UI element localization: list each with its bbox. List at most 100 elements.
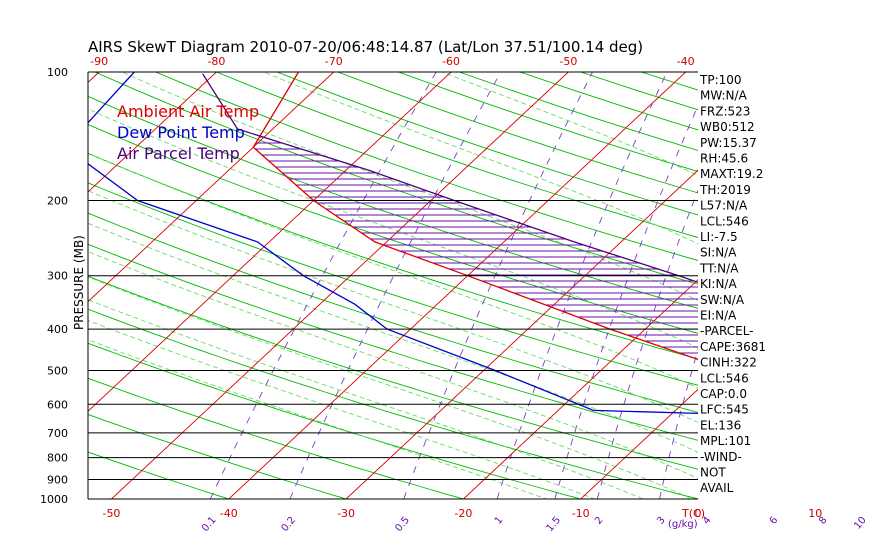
dry-adiabat <box>276 72 698 216</box>
chart-title: AIRS SkewT Diagram 2010-07-20/06:48:14.8… <box>88 38 643 56</box>
moist-adiabat <box>88 339 548 499</box>
info-line: NOT <box>700 466 726 480</box>
legend: Ambient Air Temp Dew Point Temp Air Parcel… <box>117 102 259 163</box>
mixing-ratio-tick-label: 6 <box>768 515 781 527</box>
info-line: TT:N/A <box>699 261 739 275</box>
moist-adiabat <box>88 222 698 453</box>
moist-adiabat <box>88 320 596 499</box>
info-line: EL:136 <box>700 418 741 432</box>
dry-adiabat <box>88 342 583 499</box>
mixing-ratio-line <box>659 348 698 499</box>
dry-adiabat <box>88 152 698 360</box>
legend-item-temp: Ambient Air Temp <box>117 102 259 121</box>
info-line: KI:N/A <box>700 277 737 291</box>
series-parcel-line <box>202 73 698 284</box>
dry-adiabat <box>88 275 698 470</box>
isotherm <box>88 72 217 193</box>
pressure-tick-label: 900 <box>47 473 68 486</box>
info-line: TP:100 <box>699 73 742 87</box>
pressure-tick-label: 400 <box>47 323 68 336</box>
isotherm <box>580 388 698 499</box>
info-line: LI:-7.5 <box>700 230 738 244</box>
dry-adiabat <box>88 377 466 499</box>
info-line: CAP:0.0 <box>700 387 747 401</box>
dry-adiabat <box>337 72 698 194</box>
pressure-tick-label: 600 <box>47 398 68 411</box>
mixing-ratio-line <box>554 104 698 499</box>
mixing-ratio-tick-label: 4 <box>701 515 714 527</box>
bottom-temp-tick-label: -10 <box>572 507 590 520</box>
mixing-ratio-line <box>403 72 593 499</box>
mixing-ratio-line <box>821 72 870 499</box>
bottom-temp-tick-label: -40 <box>220 507 238 520</box>
info-line: MPL:101 <box>700 434 751 448</box>
legend-item-dewpoint: Dew Point Temp <box>117 123 245 142</box>
info-line: SW:N/A <box>700 293 745 307</box>
dry-adiabat <box>88 124 698 334</box>
dry-adiabat <box>88 95 698 309</box>
mixing-ratio-tick-label: 2 <box>593 515 606 527</box>
mixing-ratio-tick-label: 1 <box>493 515 506 527</box>
isotherm <box>345 169 698 499</box>
top-temp-tick-label: -90 <box>90 55 108 68</box>
axis-labels: 1000900800700600500400300200100-120-110-… <box>40 55 869 534</box>
mixing-ratio-line <box>861 72 870 499</box>
mixing-ratio-line <box>772 72 870 499</box>
bottom-temp-tick-label: 0 <box>695 507 702 520</box>
dry-adiabat <box>88 182 698 386</box>
info-line: LCL:546 <box>700 214 749 228</box>
mixing-ratio-line <box>596 189 698 499</box>
dry-adiabat <box>88 243 698 441</box>
isotherm <box>111 72 569 499</box>
info-line: LFC:545 <box>700 403 749 417</box>
dry-adiabat <box>94 72 698 285</box>
mixing-ratio-tick-label: 1.5 <box>544 515 563 534</box>
moist-adiabat <box>88 276 694 499</box>
series-dewpoint-line <box>88 72 698 415</box>
legend-item-parcel: Air Parcel Temp <box>117 144 240 163</box>
mixing-ratio-tick-label: 0.1 <box>200 515 219 534</box>
info-line: MW:N/A <box>700 89 748 103</box>
pressure-tick-label: 100 <box>47 66 68 79</box>
isotherm <box>228 72 686 499</box>
mixing-ratio-tick-label: 10 <box>852 515 869 532</box>
dry-adiabat <box>519 72 698 131</box>
info-line: PW:15.37 <box>700 136 757 150</box>
pressure-tick-label: 800 <box>47 452 68 465</box>
mixing-ratio-line <box>496 72 668 499</box>
info-line: FRZ:523 <box>700 104 750 118</box>
isotherm <box>815 72 870 499</box>
mixing-ratio-line <box>209 72 437 499</box>
mixing-ratio-unit-label: (g/kg) <box>668 519 698 530</box>
moist-adiabat <box>88 152 698 389</box>
info-line: CAPE:3681 <box>700 340 766 354</box>
top-temp-tick-label: -50 <box>559 55 577 68</box>
info-line: MAXT:19.2 <box>700 167 763 181</box>
info-line: CINH:322 <box>700 356 757 370</box>
info-line: L57:N/A <box>700 199 748 213</box>
info-line: -WIND- <box>700 450 742 464</box>
info-line: AVAIL <box>700 481 734 495</box>
mixing-ratio-tick-label: 8 <box>817 515 830 527</box>
pressure-tick-label: 700 <box>47 427 68 440</box>
mixing-ratio-tick-label: 0.5 <box>393 515 412 534</box>
info-line: RH:45.6 <box>700 152 748 166</box>
dry-adiabat <box>88 308 698 499</box>
bottom-temp-tick-label: -30 <box>337 507 355 520</box>
dry-adiabat <box>88 451 231 499</box>
pressure-tick-label: 200 <box>47 195 68 208</box>
info-line: -PARCEL- <box>700 324 754 338</box>
isotherm <box>463 279 698 499</box>
pressure-tick-label: 300 <box>47 270 68 283</box>
info-line: SI:N/A <box>700 246 737 260</box>
bottom-temp-tick-label: -50 <box>102 507 120 520</box>
mixing-ratio-tick-label: 3 <box>655 515 668 527</box>
moist-adiabat <box>88 299 645 499</box>
mixing-ratio-line <box>289 72 502 499</box>
moist-adiabat <box>88 190 698 423</box>
info-line: WB0:512 <box>700 120 755 134</box>
x-axis-unit-label: T(C) <box>681 507 705 520</box>
moist-adiabat <box>122 72 698 301</box>
